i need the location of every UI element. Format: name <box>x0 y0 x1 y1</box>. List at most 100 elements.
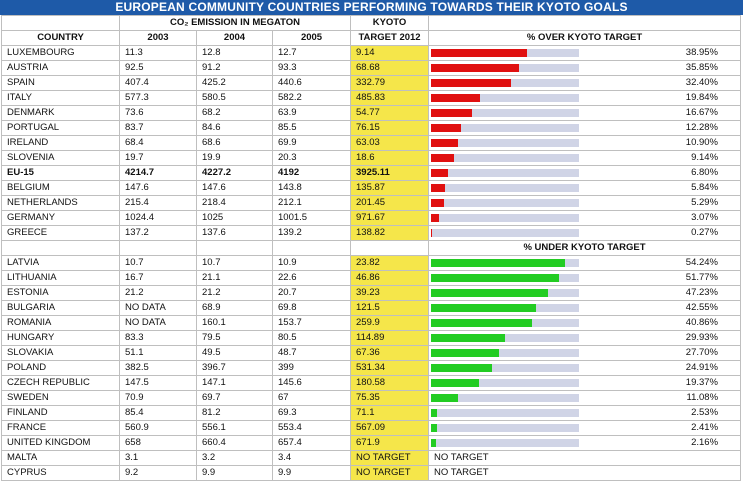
year-header-2005: 2005 <box>271 30 352 46</box>
pct-label: 40.86% <box>685 317 719 328</box>
table-row: LUXEMBOURG 11.3 12.8 12.7 9.14 38.95% <box>1 45 742 61</box>
value-2004-cell: 218.4 <box>196 195 273 211</box>
kyoto-target-cell: 114.89 <box>350 330 430 346</box>
pct-bar <box>431 64 520 72</box>
value-2003-cell: NO DATA <box>119 300 197 316</box>
value-2004-cell: 396.7 <box>196 360 273 376</box>
kyoto-target-cell: 201.45 <box>350 195 430 211</box>
pct-label: 27.70% <box>685 347 719 358</box>
value-2005-cell: 85.5 <box>271 120 352 136</box>
table-row: HUNGARY 83.3 79.5 80.5 114.89 29.93% <box>1 330 742 346</box>
value-2004-cell: 81.2 <box>196 405 273 421</box>
bar-track <box>431 64 580 72</box>
pct-bar-cell: 16.67% <box>428 105 742 121</box>
pct-bar <box>431 379 479 387</box>
value-2005-cell: 9.9 <box>271 465 352 481</box>
value-2003-cell: 83.3 <box>119 330 197 346</box>
pct-bar <box>431 439 437 447</box>
value-2005-cell: 48.7 <box>271 345 352 361</box>
value-2005-cell: 553.4 <box>271 420 352 436</box>
pct-label: 51.77% <box>685 272 719 283</box>
country-cell: BELGIUM <box>1 180 120 196</box>
pct-bar-cell: 24.91% <box>428 360 742 376</box>
pct-bar-cell: 40.86% <box>428 315 742 331</box>
pct-bar <box>431 334 505 342</box>
country-cell: GERMANY <box>1 210 120 226</box>
value-2004-cell: 10.7 <box>196 255 273 271</box>
pct-bar-cell: 38.95% <box>428 45 742 61</box>
bar-track <box>431 439 580 447</box>
pct-label: 6.80% <box>691 167 719 178</box>
value-2004-cell: 79.5 <box>196 330 273 346</box>
bar-track <box>431 319 580 327</box>
value-2004-cell: 425.2 <box>196 75 273 91</box>
pct-label: 11.08% <box>686 392 719 403</box>
country-cell: ESTONIA <box>1 285 120 301</box>
value-2004-cell: 21.2 <box>196 285 273 301</box>
country-cell: SLOVAKIA <box>1 345 120 361</box>
pct-label: 38.95% <box>685 47 719 58</box>
pct-label: 32.40% <box>685 77 719 88</box>
value-2003-cell: 1024.4 <box>119 210 197 226</box>
value-2005-cell: 69.3 <box>271 405 352 421</box>
pct-bar <box>431 199 445 207</box>
kyoto-target-cell: 531.34 <box>350 360 430 376</box>
value-2004-cell: 137.6 <box>196 225 273 241</box>
value-2003-cell: 10.7 <box>119 255 197 271</box>
pct-bar-cell: 3.07% <box>428 210 742 226</box>
kyoto-target-cell: 135.87 <box>350 180 430 196</box>
country-cell: AUSTRIA <box>1 60 120 76</box>
table-row: FRANCE 560.9 556.1 553.4 567.09 2.41% <box>1 420 742 436</box>
table-row: SLOVENIA 19.7 19.9 20.3 18.6 9.14% <box>1 150 742 166</box>
bar-track <box>431 229 580 237</box>
value-2005-cell: 582.2 <box>271 90 352 106</box>
pct-bar <box>431 214 439 222</box>
pct-label: 2.53% <box>691 407 719 418</box>
kyoto-target-cell: 76.15 <box>350 120 430 136</box>
country-cell: UNITED KINGDOM <box>1 435 120 451</box>
kyoto-target-cell: 23.82 <box>350 255 430 271</box>
kyoto-target-cell: 67.36 <box>350 345 430 361</box>
pct-label: 5.29% <box>691 197 719 208</box>
pct-label: 3.07% <box>691 212 719 223</box>
bar-track <box>431 139 580 147</box>
pct-bar-cell: 19.84% <box>428 90 742 106</box>
blank-cell <box>196 240 273 256</box>
value-2003-cell: 92.5 <box>119 60 197 76</box>
value-2003-cell: 21.2 <box>119 285 197 301</box>
table-row: GREECE 137.2 137.6 139.2 138.82 0.27% <box>1 225 742 241</box>
value-2004-cell: 9.9 <box>196 465 273 481</box>
value-2004-cell: 660.4 <box>196 435 273 451</box>
kyoto-target-cell: 121.5 <box>350 300 430 316</box>
table-row: NETHERLANDS 215.4 218.4 212.1 201.45 5.29% <box>1 195 742 211</box>
value-2003-cell: 137.2 <box>119 225 197 241</box>
pct-label: 29.93% <box>685 332 719 343</box>
pct-bar-cell: 32.40% <box>428 75 742 91</box>
kyoto-header-line1: KYOTO <box>350 15 430 31</box>
bar-track <box>431 169 580 177</box>
table-row: ITALY 577.3 580.5 582.2 485.83 19.84% <box>1 90 742 106</box>
pct-label: 2.16% <box>691 437 719 448</box>
value-2004-cell: 68.6 <box>196 135 273 151</box>
bar-track <box>431 154 580 162</box>
table-row: FINLAND 85.4 81.2 69.3 71.1 2.53% <box>1 405 742 421</box>
table-row: LATVIA 10.7 10.7 10.9 23.82 54.24% <box>1 255 742 271</box>
pct-label: 12.28% <box>685 122 719 133</box>
value-2004-cell: 68.2 <box>196 105 273 121</box>
value-2004-cell: 19.9 <box>196 150 273 166</box>
country-cell: POLAND <box>1 360 120 376</box>
value-2004-cell: 84.6 <box>196 120 273 136</box>
value-2005-cell: 4192 <box>271 165 352 181</box>
header-row-1: CO₂ EMISSION IN MEGATON KYOTO <box>1 15 742 31</box>
value-2005-cell: 20.7 <box>271 285 352 301</box>
value-2005-cell: 69.9 <box>271 135 352 151</box>
bar-track <box>431 124 580 132</box>
kyoto-target-cell: 3925.11 <box>350 165 430 181</box>
pct-bar-cell: 27.70% <box>428 345 742 361</box>
bar-track <box>431 259 580 267</box>
table-row: SLOVAKIA 51.1 49.5 48.7 67.36 27.70% <box>1 345 742 361</box>
pct-label: 19.37% <box>685 377 719 388</box>
country-cell: IRELAND <box>1 135 120 151</box>
bar-track <box>431 214 580 222</box>
country-cell: SPAIN <box>1 75 120 91</box>
